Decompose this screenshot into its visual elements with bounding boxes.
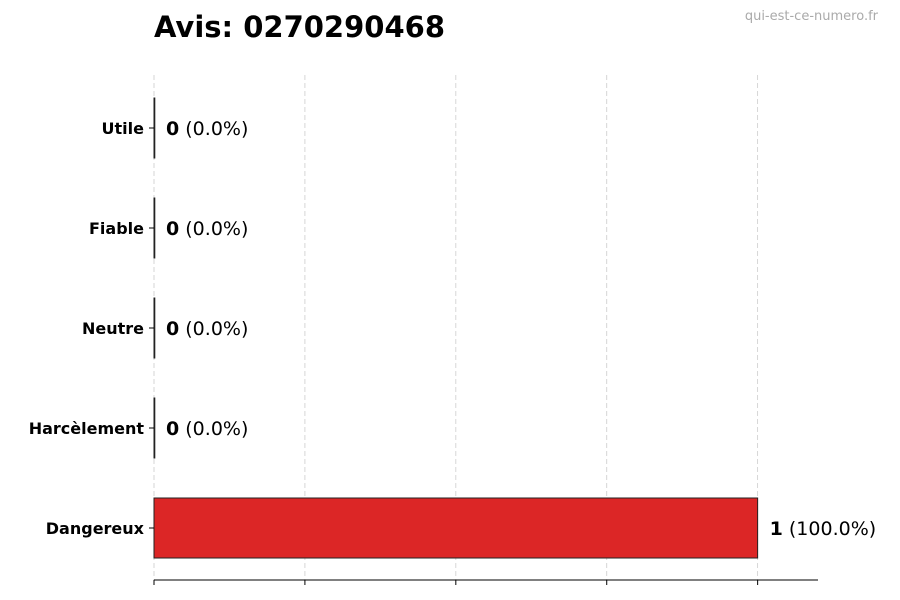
data-label-pct: (0.0%) [179, 118, 248, 140]
data-label: 1 (100.0%) [770, 518, 877, 540]
data-label-pct: (100.0%) [783, 518, 876, 540]
data-label-pct: (0.0%) [179, 418, 248, 440]
data-label-pct: (0.0%) [179, 218, 248, 240]
category-label: Utile [102, 119, 145, 138]
data-label-count: 1 [770, 518, 783, 540]
data-label: 0 (0.0%) [166, 318, 248, 340]
data-label-count: 0 [166, 418, 179, 440]
bar [153, 97, 156, 159]
data-label-count: 0 [166, 118, 179, 140]
chart-title: Avis: 0270290468 [154, 10, 445, 44]
category-label: Dangereux [46, 519, 145, 538]
data-label-count: 0 [166, 218, 179, 240]
bar [153, 497, 759, 559]
category-label: Neutre [82, 319, 144, 338]
data-label-pct: (0.0%) [179, 318, 248, 340]
data-label: 0 (0.0%) [166, 118, 248, 140]
category-label: Harcèlement [29, 419, 145, 438]
data-label: 0 (0.0%) [166, 218, 248, 240]
bar [153, 397, 156, 459]
data-label: 0 (0.0%) [166, 418, 248, 440]
watermark: qui-est-ce-numero.fr [744, 9, 878, 24]
bar [153, 197, 156, 259]
category-label: Fiable [89, 219, 144, 238]
bar [153, 297, 156, 359]
data-label-count: 0 [166, 318, 179, 340]
